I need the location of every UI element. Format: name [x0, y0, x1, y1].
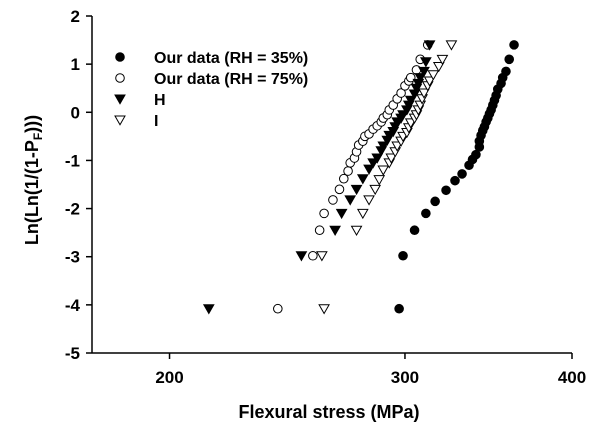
data-point — [295, 251, 308, 262]
data-point — [423, 40, 436, 51]
data-point — [418, 66, 430, 78]
y-axis-title-main: Ln(Ln(1/(1-P — [22, 140, 42, 245]
x-tick-label: 300 — [391, 368, 419, 387]
data-point — [441, 185, 451, 196]
data-point — [369, 184, 382, 196]
axes: 2 1 0 -1 -2 -3 -4 -5 200 300 400 — [65, 7, 586, 387]
x-tick-label: 400 — [558, 368, 586, 387]
legend-marker — [114, 115, 126, 126]
data-point — [420, 57, 432, 68]
legend-item: Our data (RH = 75%) — [115, 71, 308, 88]
data-point — [329, 225, 341, 236]
data-point — [509, 40, 519, 50]
data-point — [373, 175, 386, 186]
series-3 — [202, 40, 436, 315]
legend-label: Our data (RH = 75%) — [154, 71, 308, 88]
legend-marker — [115, 52, 125, 62]
data-point — [504, 54, 515, 65]
data-point — [398, 250, 408, 261]
data-point — [501, 66, 511, 77]
data-point — [344, 195, 357, 206]
legend: Our data (RH = 35%) Our data (RH = 75%) HI — [114, 50, 308, 130]
legend-item: H — [114, 92, 166, 109]
data-point — [202, 304, 215, 315]
data-point — [356, 174, 369, 185]
data-point — [363, 195, 375, 206]
y-tick-label: -2 — [65, 200, 80, 219]
x-axis-title: Flexural stress (MPa) — [238, 402, 419, 422]
data-point — [418, 88, 430, 99]
data-point — [314, 225, 325, 236]
data-point — [457, 169, 467, 179]
legend-item: I — [114, 113, 158, 130]
data-point — [363, 164, 375, 175]
data-point — [377, 141, 390, 152]
series-2 — [273, 40, 433, 314]
data-point — [405, 72, 416, 83]
data-point — [343, 166, 353, 176]
data-point — [423, 76, 436, 87]
data-point — [385, 153, 398, 164]
y-axis-title-subscript: F — [31, 133, 45, 140]
y-axis-title-close: ))) — [22, 115, 42, 133]
data-point — [404, 95, 417, 107]
y-ticks: 2 1 0 -1 -2 -3 -4 -5 — [65, 7, 92, 363]
data-point — [421, 208, 431, 219]
data-point — [445, 40, 458, 51]
data-point — [328, 195, 338, 205]
data-point — [371, 153, 384, 164]
x-tick-label: 200 — [155, 368, 183, 387]
data-point — [414, 73, 427, 84]
y-tick-label: -4 — [65, 296, 81, 315]
data-point — [350, 184, 363, 196]
data-point — [335, 208, 348, 220]
y-tick-label: 2 — [71, 7, 80, 26]
y-tick-label: 0 — [71, 103, 80, 122]
series-1 — [394, 40, 519, 314]
data-point — [334, 184, 345, 195]
data-point — [409, 225, 420, 236]
data-point — [319, 208, 329, 219]
data-point — [316, 251, 328, 262]
data-point — [427, 70, 440, 81]
series-4 — [316, 40, 458, 315]
y-tick-label: -5 — [65, 344, 80, 363]
data-point — [308, 250, 318, 261]
legend-item: Our data (RH = 35%) — [115, 50, 308, 67]
legend-marker — [115, 73, 125, 83]
data-point — [356, 208, 369, 220]
y-tick-label: 1 — [71, 55, 80, 74]
y-tick-label: -3 — [65, 248, 80, 267]
data-point — [430, 196, 440, 207]
y-tick-label: -1 — [65, 151, 80, 170]
x-ticks: 200 300 400 — [155, 353, 586, 387]
legend-label: I — [154, 113, 158, 130]
y-axis-title: Ln(Ln(1/(1-PF))) — [22, 115, 45, 245]
data-points — [202, 40, 519, 315]
data-point — [318, 304, 330, 315]
data-point — [350, 225, 363, 236]
data-point — [338, 173, 349, 184]
data-point — [396, 88, 406, 98]
data-point — [471, 149, 481, 160]
legend-label: H — [154, 92, 166, 109]
legend-marker — [114, 94, 126, 105]
data-point — [273, 303, 283, 314]
legend-label: Our data (RH = 35%) — [154, 50, 308, 67]
data-point — [436, 54, 449, 66]
data-point — [377, 165, 390, 176]
data-point — [450, 175, 460, 186]
data-point — [432, 62, 445, 73]
data-point — [394, 303, 404, 314]
